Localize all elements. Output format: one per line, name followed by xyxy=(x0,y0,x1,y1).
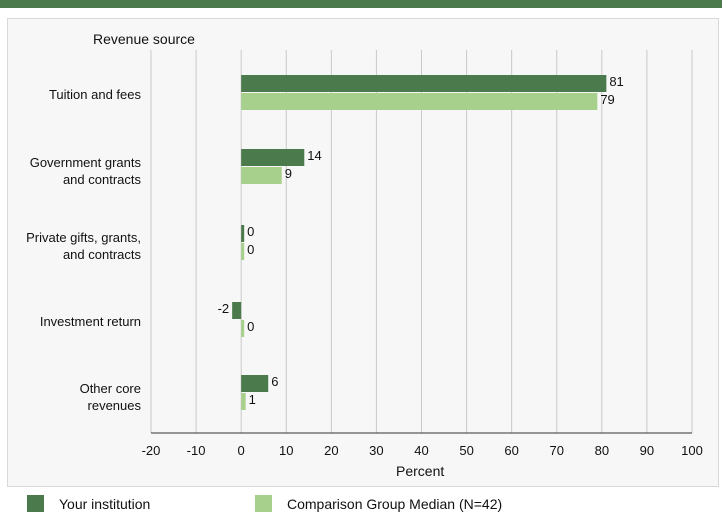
bar-series2 xyxy=(241,93,598,110)
legend-label-series1: Your institution xyxy=(59,495,151,512)
x-tick-label: -20 xyxy=(142,443,161,458)
top-accent-bar xyxy=(0,0,722,8)
x-tick-label: 40 xyxy=(414,443,428,458)
x-tick-label: 60 xyxy=(504,443,518,458)
data-label-series1: 14 xyxy=(307,148,321,163)
bar-series2 xyxy=(241,320,245,337)
bar-series2 xyxy=(241,243,245,260)
bar-series1 xyxy=(241,149,305,166)
legend-label-series2: Comparison Group Median (N=42) xyxy=(287,495,503,512)
bar-series1 xyxy=(232,302,242,319)
data-label-series2: 9 xyxy=(285,166,292,181)
data-label-series1: 81 xyxy=(609,74,623,89)
bar-series2 xyxy=(241,167,282,184)
legend-item-your-institution: Your institution xyxy=(27,495,150,512)
category-label-tuition: Tuition and fees xyxy=(48,87,141,102)
legend-swatch-series1 xyxy=(27,495,44,512)
x-tick-label: 80 xyxy=(595,443,609,458)
x-tick-label: -10 xyxy=(187,443,206,458)
bar-series2 xyxy=(241,393,246,410)
x-tick-label: 30 xyxy=(369,443,383,458)
category-label-investment: Investment return xyxy=(39,314,141,329)
data-label-series2: 79 xyxy=(600,92,614,107)
x-tick-label: 10 xyxy=(279,443,293,458)
bar-series1 xyxy=(241,225,245,242)
data-label-series1: 0 xyxy=(247,224,254,239)
x-axis-title: Percent xyxy=(396,463,445,479)
data-label-series2: 0 xyxy=(247,319,254,334)
data-label-series1: -2 xyxy=(218,301,230,316)
legend-swatch-series2 xyxy=(255,495,272,512)
x-tick-label: 0 xyxy=(238,443,245,458)
category-label-other: Other core revenues xyxy=(79,381,141,413)
x-tick-label: 100 xyxy=(681,443,703,458)
data-label-series2: 1 xyxy=(249,392,256,407)
x-tick-label: 90 xyxy=(640,443,654,458)
bar-series1 xyxy=(241,75,607,92)
x-tick-label: 70 xyxy=(550,443,564,458)
category-label-private-gifts: Private gifts, grants, and contracts xyxy=(26,230,141,262)
legend: Your institution Comparison Group Median… xyxy=(0,489,722,518)
y-axis-title: Revenue source xyxy=(93,31,195,47)
category-label-government: Government grants and contracts xyxy=(29,155,141,187)
x-tick-label: 20 xyxy=(324,443,338,458)
data-label-series2: 0 xyxy=(247,242,254,257)
x-tick-label: 50 xyxy=(459,443,473,458)
bar-series1 xyxy=(241,375,269,392)
legend-item-comparison-group: Comparison Group Median (N=42) xyxy=(255,495,502,512)
data-label-series1: 6 xyxy=(271,374,278,389)
